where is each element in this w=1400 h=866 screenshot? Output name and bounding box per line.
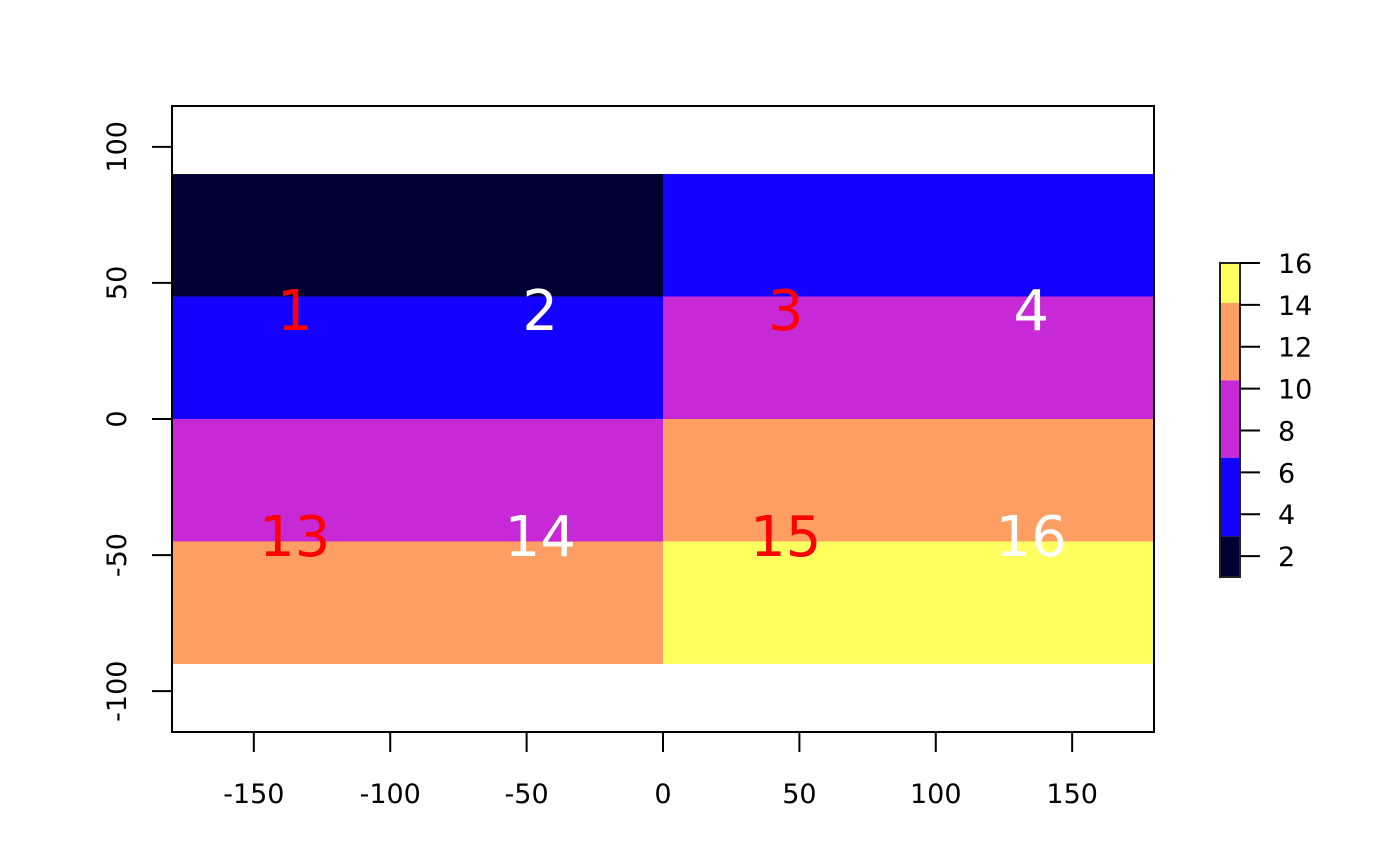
x-tick-label: 50: [782, 779, 816, 810]
y-tick-label: 0: [102, 410, 133, 427]
x-tick-label: 0: [654, 779, 671, 810]
cell-label: 13: [259, 505, 330, 570]
legend-tick-label: 16: [1278, 249, 1312, 280]
cell-label: 1: [277, 279, 313, 344]
x-tick-label: -50: [505, 779, 549, 810]
y-tick-label: -100: [102, 661, 133, 722]
legend-tick-label: 2: [1278, 542, 1295, 573]
legend-tick-label: 8: [1278, 416, 1295, 447]
raster-cell: [663, 296, 1154, 419]
raster-cell: [172, 296, 663, 419]
legend-swatch: [1220, 536, 1240, 577]
cell-label: 2: [522, 279, 558, 344]
cell-label: 3: [768, 279, 804, 344]
y-tick-label: 100: [102, 121, 133, 173]
color-legend: 2 4 6 8 10 12 14 16: [1219, 249, 1312, 578]
raster-cell: [663, 419, 1154, 542]
cell-label: 14: [505, 505, 576, 570]
x-tick-label: 150: [1046, 779, 1098, 810]
x-tick-label: 100: [910, 779, 962, 810]
legend-swatch: [1220, 457, 1240, 537]
cell-label: 15: [750, 505, 821, 570]
raster-cells: [172, 174, 1154, 664]
legend-swatch: [1220, 302, 1240, 381]
legend-tick-label: 14: [1278, 291, 1312, 322]
raster-cell: [172, 419, 663, 542]
legend-swatch: [1220, 380, 1240, 458]
cell-labels: 1 2 3 4 13 14 15 16: [259, 279, 1067, 570]
cell-label: 4: [1013, 279, 1049, 344]
legend-swatch: [1220, 263, 1240, 303]
raster-cell: [172, 541, 663, 664]
legend-frame: [1219, 262, 1241, 578]
y-tick-label: 50: [102, 266, 133, 300]
x-tick-label: -100: [360, 779, 421, 810]
y-tick-label: -50: [102, 533, 133, 577]
legend-tick-label: 6: [1278, 458, 1295, 489]
y-axis: -100 -50 0 50 100: [102, 121, 172, 722]
legend-tick-label: 12: [1278, 333, 1312, 364]
x-tick-label: -150: [223, 779, 284, 810]
legend-tick-label: 4: [1278, 500, 1295, 531]
x-axis: -150 -100 -50 0 50 100 150: [223, 732, 1098, 810]
raster-cell: [172, 174, 663, 297]
raster-cell: [663, 174, 1154, 297]
legend-tick-label: 10: [1278, 375, 1312, 406]
cell-label: 16: [996, 505, 1067, 570]
raster-cell: [663, 541, 1154, 664]
